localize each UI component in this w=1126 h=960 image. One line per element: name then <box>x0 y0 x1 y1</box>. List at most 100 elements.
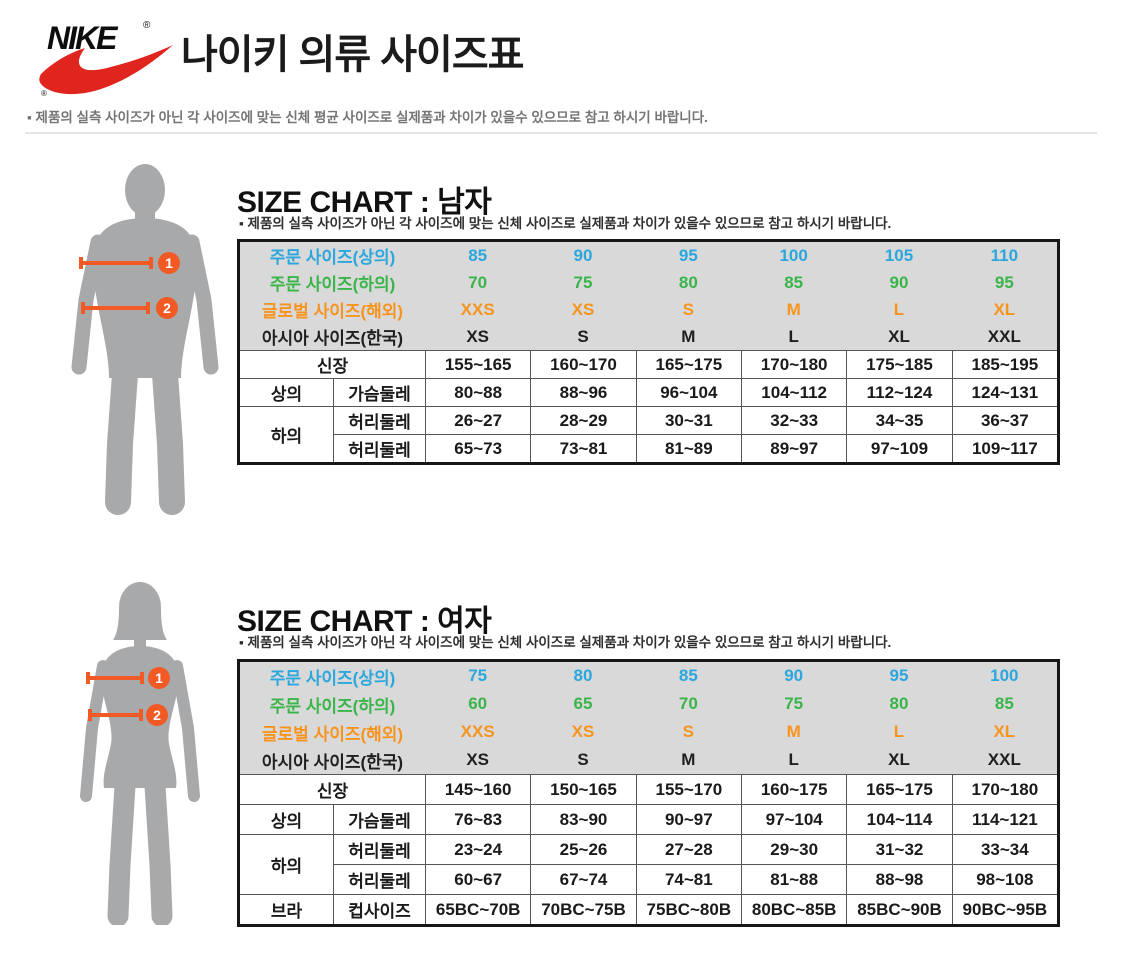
cell: 36~37 <box>951 406 1057 434</box>
cell: 29~30 <box>741 834 847 864</box>
row-label: 신장 <box>240 774 425 804</box>
row-label: 글로벌 사이즈(해외) <box>261 724 404 744</box>
cell: 85 <box>468 245 488 265</box>
cell: 34~35 <box>846 406 952 434</box>
header-divider <box>25 132 1097 134</box>
cell: 75BC~80B <box>635 894 741 924</box>
women-size-table: 주문 사이즈(상의) 75 80 85 90 95 100 주문 사이즈(하의)… <box>237 659 1060 927</box>
cell: XXL <box>987 750 1021 769</box>
cell: 65~73 <box>425 434 531 462</box>
cell: L <box>788 750 799 769</box>
cell: XL <box>888 750 910 769</box>
cell: M <box>786 722 801 741</box>
cell: XS <box>571 722 595 741</box>
cell: 75 <box>468 666 488 685</box>
cell: 88~96 <box>530 378 636 406</box>
cell: S <box>577 326 589 346</box>
cell: XXS <box>460 299 495 319</box>
women-table-body: 신장 145~160 150~165 155~170 160~175 165~1… <box>240 774 1057 924</box>
badge-number-2: 2 <box>163 300 171 316</box>
cell: XS <box>466 326 489 346</box>
cell: 112~124 <box>846 378 952 406</box>
cell: 109~117 <box>951 434 1057 462</box>
cell: 30~31 <box>635 406 741 434</box>
waist-measure-line <box>88 709 143 721</box>
cell: 95 <box>678 245 698 265</box>
cell: 124~131 <box>951 378 1057 406</box>
waist-measure-badge: 2 <box>146 704 168 726</box>
cell: 76~83 <box>425 804 531 834</box>
cell: M <box>681 326 696 346</box>
cell: 95 <box>889 666 909 685</box>
female-body-shape <box>80 582 200 925</box>
cell: 96~104 <box>635 378 741 406</box>
cell: 90BC~95B <box>951 894 1057 924</box>
cell: 170~180 <box>741 350 847 378</box>
row-group-label: 상의 <box>240 804 333 834</box>
row-label: 허리둘레 <box>333 434 425 462</box>
row-group-label: 브라 <box>240 894 333 924</box>
cell: 75 <box>573 272 593 292</box>
cell: 85 <box>994 694 1014 713</box>
cell: 160~175 <box>741 774 847 804</box>
top-disclaimer: ▪ 제품의 실측 사이즈가 아닌 각 사이즈에 맞는 신체 평균 사이즈로 실제… <box>27 110 708 125</box>
cell: XXL <box>987 326 1021 346</box>
badge-number-1: 1 <box>165 255 173 271</box>
cell: 85BC~90B <box>846 894 952 924</box>
men-table-header: 주문 사이즈(상의) 85 90 95 100 105 110 주문 사이즈(하… <box>240 242 1057 350</box>
cell: 85 <box>784 272 804 292</box>
cell: 155~170 <box>635 774 741 804</box>
cell: 83~90 <box>530 804 636 834</box>
cell: 33~34 <box>951 834 1057 864</box>
cell: 23~24 <box>425 834 531 864</box>
row-group-label: 하의 <box>240 406 333 462</box>
chest-measure-line <box>79 257 153 269</box>
cell: 105 <box>884 245 914 265</box>
women-table-header: 주문 사이즈(상의) 75 80 85 90 95 100 주문 사이즈(하의)… <box>240 662 1057 774</box>
male-figure-silhouette: 1 2 <box>71 164 219 515</box>
row-label: 주문 사이즈(하의) <box>269 696 396 716</box>
cell: 80 <box>678 272 698 292</box>
cell: 74~81 <box>635 864 741 894</box>
men-section-title: SIZE CHART : 남자 <box>237 186 492 219</box>
cell: 60 <box>468 694 488 713</box>
female-figure-silhouette: 1 2 <box>80 582 200 925</box>
cell: 155~165 <box>425 350 531 378</box>
cell: 65BC~70B <box>425 894 531 924</box>
cell: S <box>577 750 589 769</box>
men-size-table: 주문 사이즈(상의) 85 90 95 100 105 110 주문 사이즈(하… <box>237 239 1060 465</box>
cell: XL <box>888 326 910 346</box>
cell: L <box>893 722 905 741</box>
cell: 70BC~75B <box>530 894 636 924</box>
men-table-body: 신장 155~165 160~170 165~175 170~180 175~1… <box>240 350 1057 462</box>
cell: 73~81 <box>530 434 636 462</box>
badge-number-1: 1 <box>155 670 163 686</box>
cell: 80 <box>889 694 909 713</box>
row-label: 주문 사이즈(상의) <box>269 668 396 688</box>
nike-logo: NIKE ® ® <box>39 20 173 98</box>
cell: 97~104 <box>741 804 847 834</box>
nike-swoosh-icon <box>39 45 173 95</box>
table-row: 주문 사이즈(상의) 75 80 85 90 95 100 <box>240 662 1057 690</box>
cell: 70 <box>678 694 698 713</box>
table-row: 글로벌 사이즈(해외) XXS XS S M L XL <box>240 296 1057 323</box>
cell: 32~33 <box>741 406 847 434</box>
cell: 160~170 <box>530 350 636 378</box>
cell: 100 <box>779 245 808 265</box>
cell: 104~114 <box>846 804 952 834</box>
cell: 89~97 <box>741 434 847 462</box>
row-label: 신장 <box>240 350 425 378</box>
row-label: 허리둘레 <box>333 834 425 864</box>
row-label: 가슴둘레 <box>333 378 425 406</box>
cell: 85 <box>678 666 698 685</box>
registered-mark-swoosh: ® <box>41 89 47 98</box>
cell: 81~89 <box>635 434 741 462</box>
waist-measure-badge: 2 <box>156 297 178 319</box>
row-label: 주문 사이즈(하의) <box>269 275 396 294</box>
cell: XS <box>466 750 489 769</box>
cell: 150~165 <box>530 774 636 804</box>
women-section-disclaimer: ▪ 제품의 실측 사이즈가 아닌 각 사이즈에 맞는 신체 사이즈로 실제품과 … <box>239 635 892 650</box>
cell: XL <box>993 299 1016 319</box>
table-row: 아시아 사이즈(한국) XS S M L XL XXL <box>240 323 1057 350</box>
